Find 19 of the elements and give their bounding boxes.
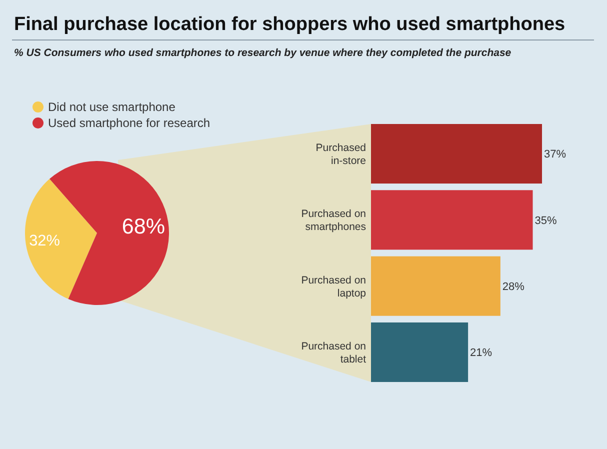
data-label: 37% (544, 148, 566, 161)
data-label: 28% (502, 280, 525, 293)
data-label: 35% (534, 214, 557, 227)
bar (371, 124, 542, 184)
legend-label: Did not use smartphone (48, 100, 176, 114)
text: Final purchase location for shoppers who used smartphones (14, 14, 566, 35)
y-tick-label: Purchased in-store (316, 142, 366, 167)
y-tick-label: Purchased on smartphones (301, 208, 366, 234)
bar (371, 322, 468, 382)
data-label: 68% (122, 214, 166, 239)
bar (371, 256, 500, 316)
pie-slice (25, 178, 97, 300)
bar (371, 190, 533, 250)
text: % US Consumers who used smartphones to research by venue where they completed the purchase (14, 47, 512, 59)
data-label: 32% (29, 232, 60, 250)
y-tick-label: Purchased on tablet (301, 340, 366, 366)
legend-label: Used smartphone for research (48, 116, 210, 130)
y-tick-label: Purchased on laptop (301, 274, 366, 300)
data-label: 21% (470, 347, 492, 360)
